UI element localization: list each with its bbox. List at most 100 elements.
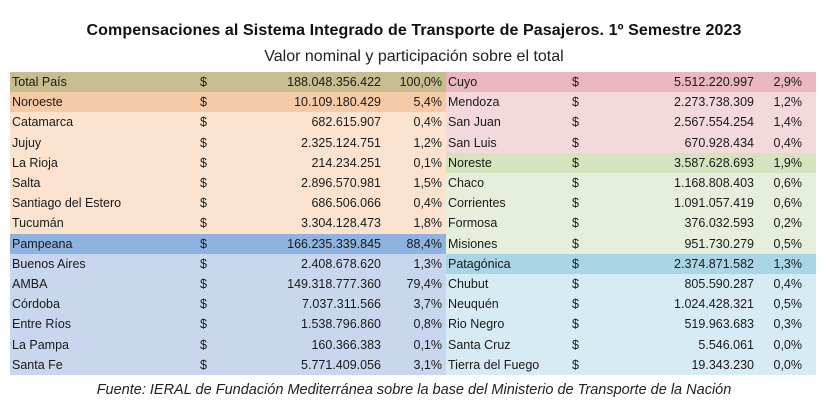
currency-symbol: $ xyxy=(572,155,579,170)
amount-value: 805.590.287 xyxy=(684,276,754,291)
amount-value: 5.546.061 xyxy=(698,337,754,352)
amount-value: 19.343.230 xyxy=(691,357,754,372)
left-region-row: Jujuy $2.325.124.751 1,2% xyxy=(10,132,446,153)
left-region-row: Córdoba $7.037.311.566 3,7% xyxy=(10,294,446,315)
region-name: Chubut xyxy=(448,276,489,291)
share-percent: 100,0% xyxy=(399,75,442,90)
amount-value: 2.408.678.620 xyxy=(301,256,381,271)
region-name: La Rioja xyxy=(12,155,58,170)
amount-value: 1.024.428.321 xyxy=(674,297,754,312)
share-percent: 1,9% xyxy=(773,155,803,170)
region-name: Total País xyxy=(12,75,67,90)
share-percent: 79,4% xyxy=(406,276,442,291)
table-row: Santa Fe $5.771.409.056 3,1% Tierra del Fue… xyxy=(10,354,816,375)
share-percent: 1,2% xyxy=(413,135,443,150)
amount-value: 214.234.251 xyxy=(311,155,381,170)
share-percent: 1,2% xyxy=(773,95,803,110)
share-percent: 1,3% xyxy=(413,256,443,271)
share-percent: 88,4% xyxy=(406,236,442,251)
right-region-row: Patagónica $2.374.871.582 1,3% xyxy=(446,253,816,274)
share-percent: 0,5% xyxy=(773,297,803,312)
right-region-row: Tierra del Fuego $19.343.230 0,0% xyxy=(446,354,816,375)
table-row: Jujuy $2.325.124.751 1,2% San Luis $670.928.… xyxy=(10,132,816,153)
table-row: La Pampa $160.366.383 0,1% Santa Cruz $5.546… xyxy=(10,334,816,355)
currency-symbol: $ xyxy=(572,115,579,130)
right-region-row: Cuyo $5.512.220.997 2,9% xyxy=(446,72,816,93)
amount-value: 686.506.066 xyxy=(311,196,381,211)
share-percent: 3,7% xyxy=(413,297,443,312)
currency-symbol: $ xyxy=(200,216,207,231)
table-row: Pampeana $166.235.339.845 88,4% Misiones $95… xyxy=(10,233,816,254)
region-name: San Luis xyxy=(448,135,497,150)
right-region-row: Santa Cruz $5.546.061 0,0% xyxy=(446,334,816,355)
share-percent: 1,3% xyxy=(773,256,803,271)
region-name: AMBA xyxy=(12,276,48,291)
region-name: La Pampa xyxy=(12,337,69,352)
right-region-row: Rio Negro $519.963.683 0,3% xyxy=(446,314,816,335)
source-note: Fuente: IERAL de Fundación Mediterránea … xyxy=(96,382,732,398)
share-percent: 0,3% xyxy=(773,317,803,332)
currency-symbol: $ xyxy=(200,135,207,150)
share-percent: 0,4% xyxy=(773,135,803,150)
table-row: Catamarca $682.615.907 0,4% San Juan $2.567.… xyxy=(10,112,816,133)
amount-value: 7.037.311.566 xyxy=(301,297,381,312)
left-region-row: Salta $2.896.570.981 1,5% xyxy=(10,172,446,194)
region-name: Salta xyxy=(12,176,41,191)
amount-value: 3.587.628.693 xyxy=(674,155,754,170)
region-name: Misiones xyxy=(448,236,498,251)
region-name: Catamarca xyxy=(12,115,74,130)
region-name: Neuquén xyxy=(448,297,499,312)
currency-symbol: $ xyxy=(572,256,579,271)
table-row: Tucumán $3.304.128.473 1,8% Formosa $376.032… xyxy=(10,213,816,234)
region-name: Chaco xyxy=(448,176,485,191)
region-name: Formosa xyxy=(448,216,498,231)
table-row: La Rioja $214.234.251 0,1% Noreste $3.587.62… xyxy=(10,152,816,173)
currency-symbol: $ xyxy=(572,276,579,291)
right-region-row: San Luis $670.928.434 0,4% xyxy=(446,132,816,153)
region-name: San Juan xyxy=(448,115,501,130)
currency-symbol: $ xyxy=(200,155,207,170)
share-percent: 1,5% xyxy=(413,176,443,191)
amount-value: 2.374.871.582 xyxy=(674,256,754,271)
currency-symbol: $ xyxy=(572,176,579,191)
amount-value: 160.366.383 xyxy=(311,337,381,352)
share-percent: 3,1% xyxy=(413,357,443,372)
region-name: Cuyo xyxy=(448,75,478,90)
currency-symbol: $ xyxy=(200,337,207,352)
currency-symbol: $ xyxy=(572,95,579,110)
right-region-row: Chaco $1.168.808.403 0,6% xyxy=(446,172,816,194)
share-percent: 0,2% xyxy=(773,216,803,231)
currency-symbol: $ xyxy=(200,176,207,191)
amount-value: 10.109.180.429 xyxy=(294,95,381,110)
amount-value: 682.615.907 xyxy=(311,115,381,130)
currency-symbol: $ xyxy=(200,256,207,271)
share-percent: 0,8% xyxy=(413,317,443,332)
amount-value: 670.928.434 xyxy=(684,135,754,150)
region-name: Rio Negro xyxy=(448,317,505,332)
table-row: Noroeste $10.109.180.429 5,4% Mendoza $2.273… xyxy=(10,92,816,113)
right-region-row: Formosa $376.032.593 0,2% xyxy=(446,213,816,234)
currency-symbol: $ xyxy=(200,95,207,110)
share-percent: 1,4% xyxy=(773,115,803,130)
amount-value: 1.168.808.403 xyxy=(674,176,754,191)
left-region-row: Tucumán $3.304.128.473 1,8% xyxy=(10,213,446,234)
amount-value: 951.730.279 xyxy=(684,236,754,251)
share-percent: 2,9% xyxy=(773,75,803,90)
region-name: Tierra del Fuego xyxy=(448,357,540,372)
amount-value: 2.567.554.254 xyxy=(674,115,754,130)
amount-value: 166.235.339.845 xyxy=(287,236,381,251)
region-name: Entre Ríos xyxy=(12,317,72,332)
page-subtitle: Valor nominal y participación sobre el t… xyxy=(264,48,564,65)
share-percent: 0,5% xyxy=(773,236,803,251)
table-row: AMBA $149.318.777.360 79,4% Chubut $805.590.… xyxy=(10,273,816,295)
region-name: Tucumán xyxy=(12,216,64,231)
region-name: Santa Fe xyxy=(12,357,63,372)
amount-value: 5.771.409.056 xyxy=(301,357,381,372)
amount-value: 376.032.593 xyxy=(684,216,754,231)
region-name: Santa Cruz xyxy=(448,337,511,352)
share-percent: 0,6% xyxy=(773,176,803,191)
table-row: Salta $2.896.570.981 1,5% Chaco $1.168.808.4… xyxy=(10,172,816,194)
right-region-row: San Juan $2.567.554.254 1,4% xyxy=(446,112,816,133)
right-region-row: Noreste $3.587.628.693 1,9% xyxy=(446,152,816,173)
currency-symbol: $ xyxy=(200,297,207,312)
